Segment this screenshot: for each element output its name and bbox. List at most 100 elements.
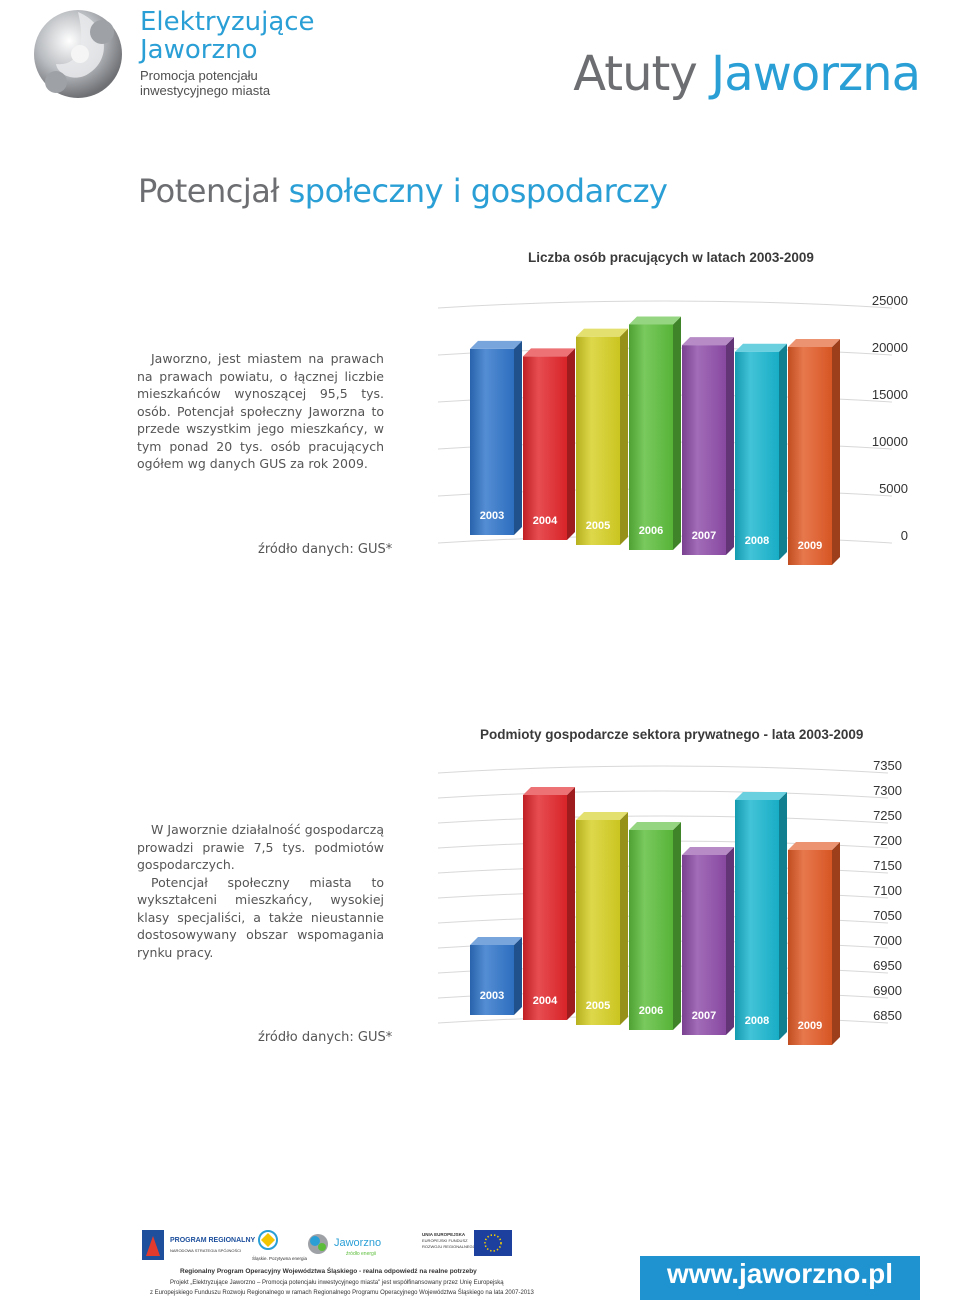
chart2-bar-2008 (735, 800, 779, 1040)
chart1-xtick-label: 2007 (692, 530, 716, 542)
jaworzno-footer-sub: źródło energii (346, 1251, 376, 1257)
chart2-bar-2007 (682, 855, 726, 1035)
eu-line2: EUROPEJSKI FUNDUSZ (422, 1238, 468, 1243)
chart1-title: Liczba osób pracujących w latach 2003-20… (528, 250, 814, 265)
footer-funding-line: z Europejskiego Funduszu Rozwoju Regiona… (150, 1290, 534, 1296)
page-title-part1: Atuty (573, 46, 697, 102)
chart2-bar-top-2006 (629, 822, 681, 830)
page-title: Atuty Jaworzna (573, 46, 921, 102)
chart2-bar-side-2005 (620, 812, 628, 1025)
brand-name: Elektryzujące Jaworzno (140, 8, 315, 64)
footer-logos: PROGRAM REGIONALNY NARODOWA STRATEGIA SP… (142, 1230, 512, 1261)
chart2-ytick-label: 7250 (873, 808, 902, 823)
slaskie-text: Śląskie. Pozytywna energia (252, 1254, 308, 1261)
chart2-bar-top-2009 (788, 842, 840, 850)
source-note-2: źródło danych: GUS* (258, 1030, 393, 1045)
slaskie-logo: Śląskie. Pozytywna energia (252, 1230, 308, 1261)
chart1-bar-top-2005 (576, 328, 628, 337)
chart1-ytick-label: 20000 (872, 340, 908, 355)
chart2-xtick-label: 2005 (586, 1000, 610, 1012)
chart1-bar-side-2004 (567, 348, 575, 540)
paragraph-businesses-text1: W Jaworznie działalność gospodarczą prow… (137, 822, 384, 872)
chart1-plot: 25000 20000 15000 10000 5000 0 2003 2004 2005 200… (437, 293, 908, 565)
chart2-ytick-label: 7200 (873, 833, 902, 848)
chart2-bar-top-2005 (576, 812, 628, 820)
program-regionalny-text: PROGRAM REGIONALNY (170, 1237, 256, 1244)
tagline-line1: Promocja potencjału (140, 68, 258, 83)
chart2-gridline (437, 790, 889, 799)
section-heading-part1: Potencjał (138, 172, 279, 210)
chart2-xtick-label: 2008 (745, 1015, 769, 1027)
chart1-ytick-label: 5000 (879, 481, 908, 496)
chart2-gridline (437, 815, 889, 824)
tagline-line2: inwestycyjnego miasta (140, 83, 271, 98)
chart2-gridline (437, 765, 889, 774)
chart2-xtick-label: 2006 (639, 1005, 663, 1017)
page-title-part2: Jaworzna (711, 46, 921, 102)
footer-url-link[interactable]: www.jaworzno.pl (666, 1258, 894, 1289)
chart1-bar-2005 (576, 336, 620, 545)
chart1-xtick-label: 2003 (480, 510, 504, 522)
jaworzno-footer-logo: Jaworzno źródło energii (308, 1234, 381, 1257)
chart2-bar-2004 (523, 795, 567, 1020)
footer-rpo-line: Regionalny Program Operacyjny Województw… (180, 1268, 477, 1275)
chart2-bar-side-2003 (514, 937, 522, 1015)
chart2-ytick-label: 7300 (873, 783, 902, 798)
chart1-xtick-label: 2006 (639, 525, 663, 537)
paragraph-workforce: Jaworzno, jest miastem na prawach na pra… (137, 350, 384, 473)
chart1-bar-side-2006 (673, 316, 681, 550)
eu-logo: UNIA EUROPEJSKA EUROPEJSKI FUNDUSZ ROZWO… (422, 1230, 512, 1256)
chart1-bar-side-2005 (620, 328, 628, 545)
chart1-xtick-label: 2005 (586, 520, 610, 532)
eu-flag-icon (474, 1230, 512, 1256)
chart2-bar-2003 (470, 945, 514, 1015)
chart2-xtick-label: 2009 (798, 1020, 822, 1032)
footer-url-box (640, 1256, 920, 1300)
chart2-bar-side-2004 (567, 787, 575, 1020)
eu-line3: ROZWOJU REGIONALNEGO (422, 1244, 476, 1249)
chart2-bar-2009 (788, 850, 832, 1045)
chart1-bar-2007 (682, 345, 726, 555)
brand-logo-icon (28, 4, 128, 104)
chart1-bar-top-2003 (470, 340, 522, 349)
chart2-ytick-label: 7150 (873, 858, 902, 873)
chart1-bar-2008 (735, 351, 779, 560)
program-regionalny-logo: PROGRAM REGIONALNY NARODOWA STRATEGIA SP… (142, 1230, 256, 1260)
chart1-gridline (437, 300, 893, 309)
chart2-bar-2005 (576, 820, 620, 1025)
chart1-bar-2006 (629, 324, 673, 550)
chart1-bar-2009 (788, 347, 832, 565)
chart1-ytick-label: 10000 (872, 434, 908, 449)
chart1-xtick-label: 2009 (798, 540, 822, 552)
chart2-ytick-label: 7350 (873, 758, 902, 773)
paragraph-businesses-text2: Potencjał społeczny miasta to wykształce… (137, 874, 384, 960)
chart2-bar-top-2008 (735, 792, 787, 800)
section-heading-part2: społeczny i gospodarczy (288, 172, 668, 210)
chart1-ytick-label: 0 (901, 528, 908, 543)
chart1-bar-side-2003 (514, 340, 522, 535)
chart1-bar-side-2007 (726, 337, 734, 555)
chart2-ytick-label: 7000 (873, 933, 902, 948)
jaworzno-footer-text: Jaworzno (334, 1237, 381, 1249)
chart1-bar-top-2008 (735, 343, 787, 352)
paragraph-workforce-text: Jaworzno, jest miastem na prawach na pra… (137, 351, 384, 471)
footer-project-line: Projekt „Elektryzujące Jaworzno – Promoc… (170, 1280, 504, 1286)
chart2-bar-side-2006 (673, 822, 681, 1030)
brand-name-line2: Jaworzno (140, 35, 258, 65)
chart2-ytick-label: 7050 (873, 908, 902, 923)
chart2-bar-side-2009 (832, 842, 840, 1045)
chart2-xtick-label: 2004 (533, 995, 558, 1007)
chart2-xtick-label: 2003 (480, 990, 504, 1002)
brand-tagline: Promocja potencjału inwestycyjnego miast… (140, 68, 270, 98)
section-heading: Potencjał społeczny i gospodarczy (138, 172, 668, 210)
chart2-plot: 7350 7300 7250 7200 7150 7100 7050 7000 6950 6900… (437, 758, 902, 1045)
chart1-ytick-label: 15000 (872, 387, 908, 402)
chart1-bar-top-2004 (523, 348, 575, 357)
chart2-xtick-label: 2007 (692, 1010, 716, 1022)
chart1-bar-side-2008 (779, 343, 787, 560)
chart1-bar-2003 (470, 348, 514, 535)
eu-line1: UNIA EUROPEJSKA (422, 1232, 466, 1237)
brand-name-line1: Elektryzujące (140, 7, 315, 37)
chart1-ytick-label: 25000 (872, 293, 908, 308)
chart1-xtick-label: 2004 (533, 515, 558, 527)
